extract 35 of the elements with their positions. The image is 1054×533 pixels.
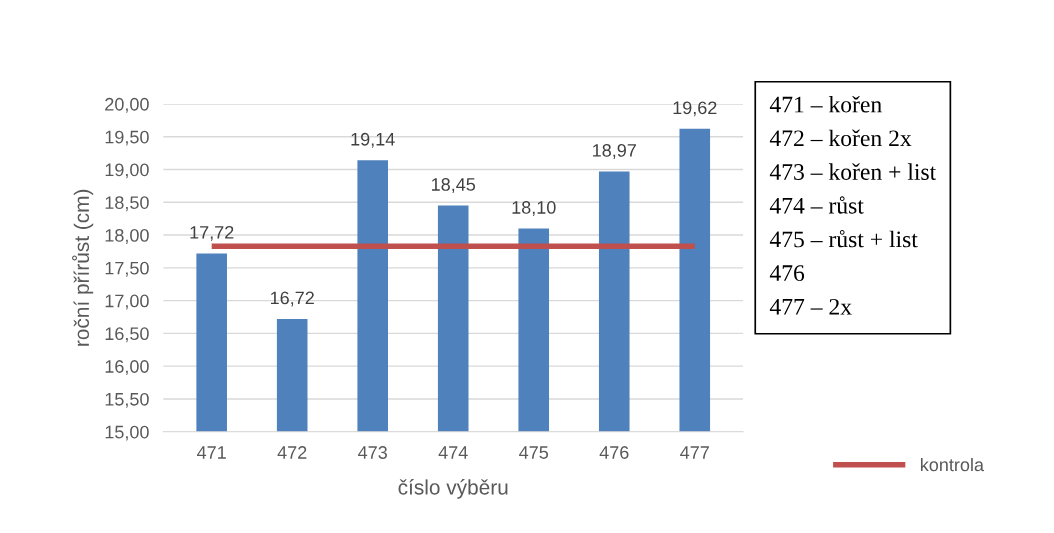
y-tick-label: 17,00 bbox=[105, 294, 149, 310]
data-label: 18,97 bbox=[593, 144, 636, 159]
y-tick-label: 19,00 bbox=[105, 163, 149, 179]
y-tick-label: 15,00 bbox=[105, 425, 149, 441]
x-tick-label: 474 bbox=[438, 446, 468, 459]
text: 471 – kořen bbox=[769, 95, 882, 113]
x-tick-label: 471 bbox=[197, 446, 226, 459]
y-tick-label: 15,50 bbox=[105, 392, 149, 408]
y-tick-label: 20,00 bbox=[105, 97, 149, 113]
data-label: 18,10 bbox=[512, 201, 556, 216]
data-label: 19,14 bbox=[351, 132, 395, 148]
y-tick-label: 17,50 bbox=[105, 261, 149, 277]
y-tick-label: 16,50 bbox=[105, 327, 149, 343]
x-tick-label: 477 bbox=[680, 446, 709, 459]
x-tick-label: 475 bbox=[519, 446, 549, 459]
data-label: 17,72 bbox=[190, 225, 234, 241]
text: 476 bbox=[769, 265, 805, 282]
y-tick-label: 19,50 bbox=[105, 130, 149, 146]
data-label: 19,62 bbox=[673, 101, 717, 117]
x-tick-label: 476 bbox=[599, 446, 629, 459]
text: 477 – 2x bbox=[769, 298, 852, 315]
data-label: 16,72 bbox=[270, 291, 314, 307]
text: 473 – kořen + list bbox=[769, 163, 937, 180]
y-tick-label: 18,50 bbox=[105, 196, 149, 212]
x-tick-label: 473 bbox=[358, 446, 387, 459]
y-axis-title: roční přírůst (cm) bbox=[72, 189, 94, 346]
x-axis-title: číslo výběru bbox=[398, 479, 508, 499]
data-label: 18,45 bbox=[432, 178, 476, 193]
x-tick-label: 472 bbox=[277, 446, 307, 459]
legend-label: kontrola bbox=[920, 457, 984, 472]
y-tick-label: 18,00 bbox=[105, 228, 149, 244]
text: 475 – růst + list bbox=[769, 230, 918, 248]
text: 472 – kořen 2x bbox=[769, 129, 912, 147]
y-tick-label: 16,00 bbox=[105, 360, 149, 376]
text: 474 – růst bbox=[769, 196, 864, 214]
